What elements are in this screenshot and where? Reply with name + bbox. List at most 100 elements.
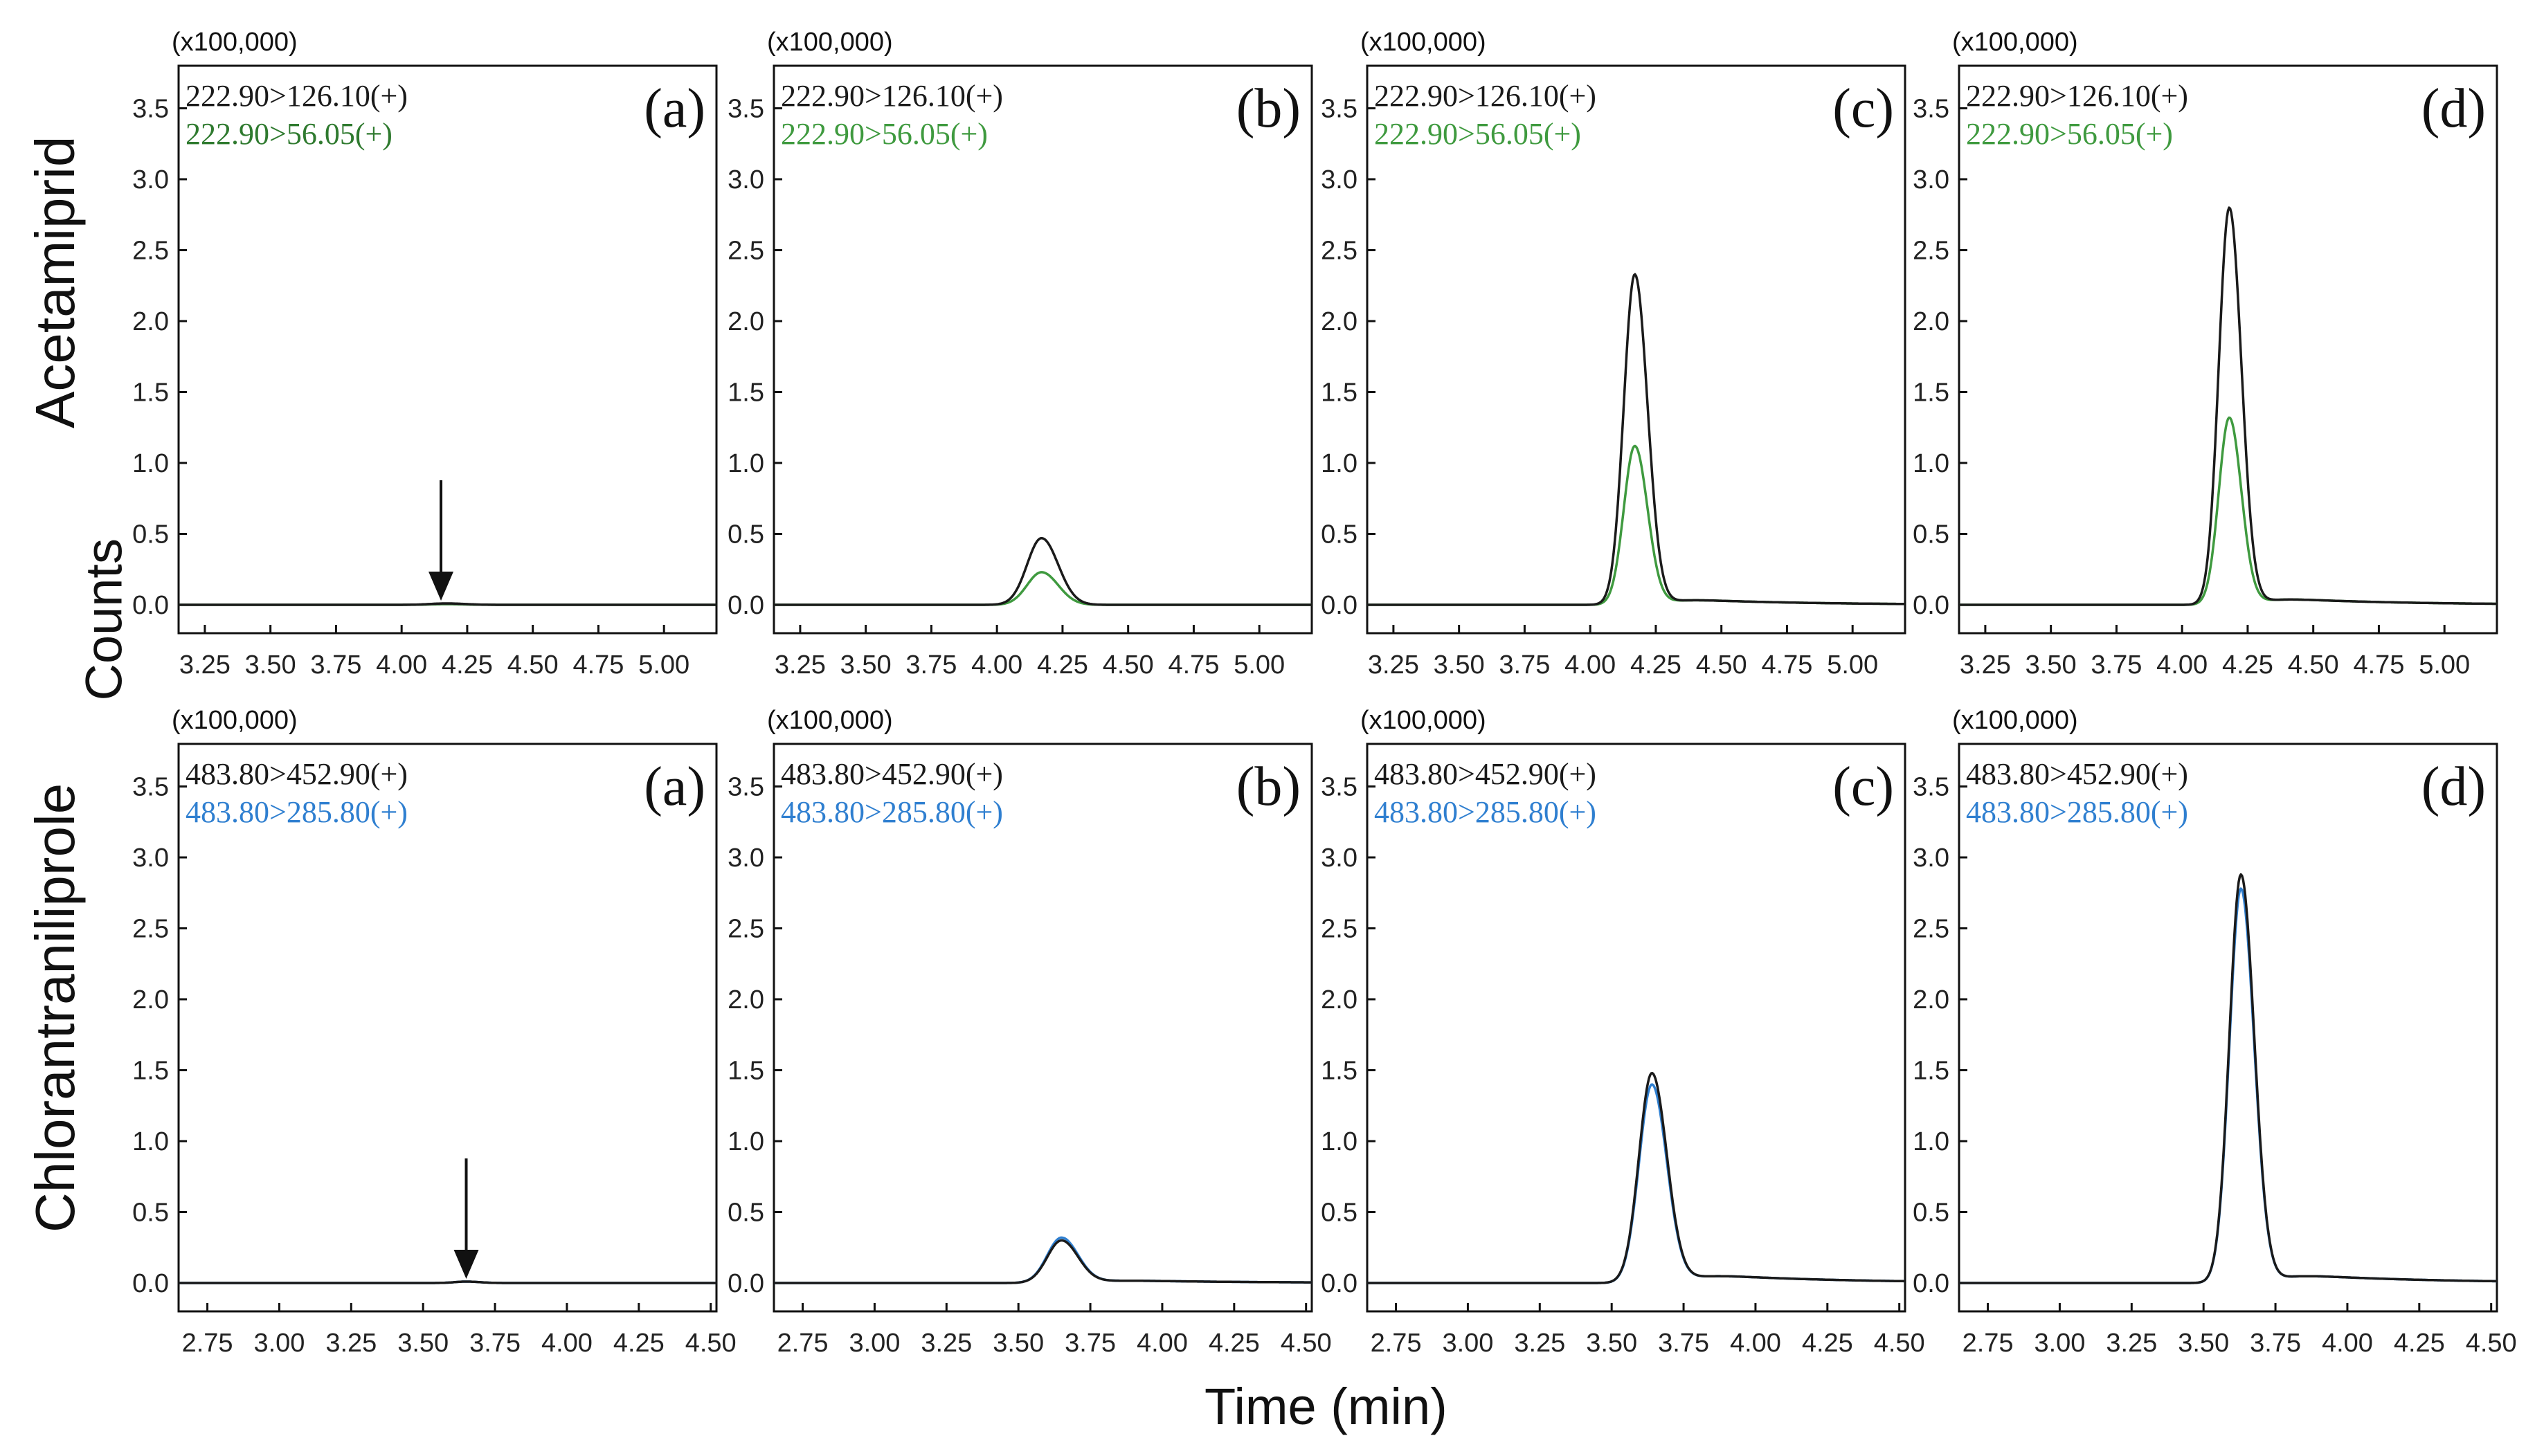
x-tick-label: 3.75 <box>2250 1329 2301 1358</box>
x-tick-label: 2.75 <box>182 1329 233 1358</box>
legend-entry-2: 483.80>285.80(+) <box>1966 795 2188 829</box>
panel-acetamiprid-a: (x100,000) 0.0 0.5 1.0 1.5 2.0 2.5 3.0 3.5 3.25 3.… <box>132 28 718 680</box>
y-tick-label: 3.0 <box>132 165 169 194</box>
y-tick-label: 2.0 <box>1321 985 1357 1014</box>
y-tick-label: 3.0 <box>1913 165 1949 194</box>
legend-entry-1: 222.90>126.10(+) <box>186 79 408 113</box>
panel-letter: (b) <box>1236 756 1301 817</box>
series-line-2 <box>773 1236 1312 1284</box>
legend-entry-1: 222.90>126.10(+) <box>1374 79 1596 113</box>
x-tick-label: 4.00 <box>2156 650 2208 680</box>
x-tick-label: 4.50 <box>507 650 559 680</box>
x-tick-label: 2.75 <box>777 1329 829 1358</box>
x-tick-label: 3.50 <box>2178 1329 2229 1358</box>
x-tick-label: 4.25 <box>1209 1329 1260 1358</box>
x-tick-label: 4.00 <box>1564 650 1616 680</box>
x-tick-label: 3.25 <box>325 1329 377 1358</box>
y-tick-label: 3.0 <box>132 844 169 873</box>
y-tick-label: 3.0 <box>1321 844 1357 873</box>
y-tick-label: 3.5 <box>1321 95 1357 124</box>
y-tick-label: 2.5 <box>1913 237 1949 266</box>
x-tick-label: 3.75 <box>905 650 957 680</box>
x-tick-label: 3.00 <box>253 1329 305 1358</box>
x-tick-label: 3.00 <box>849 1329 900 1358</box>
y-tick-label: 0.5 <box>1321 520 1357 549</box>
y-tick-label: 2.5 <box>728 237 764 266</box>
y-tick-label: 1.0 <box>728 1127 764 1156</box>
x-tick-label: 3.50 <box>245 650 296 680</box>
x-tick-label: 3.25 <box>1514 1329 1565 1358</box>
y-tick-label: 2.5 <box>132 237 169 266</box>
legend-entry-1: 483.80>452.90(+) <box>1966 757 2188 791</box>
legend-entry-2: 222.90>56.05(+) <box>1966 117 2173 151</box>
y-tick-label: 2.0 <box>728 307 764 336</box>
series-line-1 <box>1366 1071 1906 1284</box>
legend-entry-2: 483.80>285.80(+) <box>781 795 1003 829</box>
y-tick-label: 0.0 <box>1913 1269 1949 1298</box>
x-tick-label: 3.50 <box>2026 650 2077 680</box>
panel-letter: (b) <box>1236 78 1301 139</box>
y-tick-label: 2.5 <box>1321 237 1357 266</box>
y-tick-label: 1.0 <box>1321 1127 1357 1156</box>
x-tick-label: 4.25 <box>2394 1329 2445 1358</box>
x-tick-label: 3.25 <box>1368 650 1419 680</box>
panel-letter: (a) <box>644 756 705 817</box>
x-tick-label: 4.25 <box>1037 650 1088 680</box>
y-tick-label: 0.5 <box>728 520 764 549</box>
arrow-marker <box>428 480 454 601</box>
y-tick-label: 0.5 <box>1913 520 1949 549</box>
x-tick-label: 3.75 <box>310 650 361 680</box>
y-tick-label: 3.0 <box>1321 165 1357 194</box>
x-tick-label: 3.50 <box>1586 1329 1637 1358</box>
y-tick-label: 0.5 <box>132 1199 169 1228</box>
legend-entry-2: 222.90>56.05(+) <box>186 117 393 151</box>
y-tick-label: 2.0 <box>1913 307 1949 336</box>
row-label-acetamiprid: Acetamiprid <box>24 136 86 428</box>
y-tick-label: 0.5 <box>728 1199 764 1228</box>
y-tick-label: 0.0 <box>1913 591 1949 620</box>
arrow-head <box>453 1250 479 1279</box>
y-tick-label: 1.5 <box>132 379 169 408</box>
y-tick-label: 1.0 <box>132 449 169 478</box>
plot-frame <box>1958 743 2498 1313</box>
panel-acetamiprid-c: (x100,000) 0.0 0.5 1.0 1.5 2.0 2.5 3.0 3.5 3.25 3.… <box>1321 28 1906 680</box>
x-tick-label: 4.25 <box>1802 1329 1853 1358</box>
panel-chlorantraniliprole-b: (x100,000) 0.0 0.5 1.0 1.5 2.0 2.5 3.0 3.5 2.75 3.… <box>728 706 1332 1358</box>
y-tick-label: 0.0 <box>132 1269 169 1298</box>
panel-letter: (c) <box>1832 78 1894 139</box>
y-tick-label: 3.5 <box>1913 773 1949 802</box>
plot-frame <box>177 743 718 1313</box>
legend-entry-1: 483.80>452.90(+) <box>186 757 408 791</box>
y-tick-label: 0.0 <box>1321 1269 1357 1298</box>
x-tick-label: 4.50 <box>1103 650 1154 680</box>
y-tick-label: 0.5 <box>1321 1199 1357 1228</box>
x-tick-label: 3.50 <box>840 650 892 680</box>
series-line-2 <box>1366 444 1906 606</box>
panel-letter: (c) <box>1832 756 1894 817</box>
x-tick-label: 4.00 <box>541 1329 593 1358</box>
legend-entry-2: 483.80>285.80(+) <box>186 795 408 829</box>
plot-frame <box>1366 64 1906 635</box>
x-tick-label: 3.25 <box>2106 1329 2157 1358</box>
series-line-1 <box>178 1280 717 1284</box>
y-tick-label: 3.0 <box>728 165 764 194</box>
x-tick-label: 4.00 <box>1730 1329 1781 1358</box>
y-multiplier-label: (x100,000) <box>172 706 298 735</box>
y-multiplier-label: (x100,000) <box>1952 706 2078 735</box>
y-tick-label: 3.5 <box>1913 95 1949 124</box>
x-tick-label: 4.50 <box>1281 1329 1332 1358</box>
panel-letter: (d) <box>2421 756 2486 817</box>
x-tick-label: 4.25 <box>1630 650 1681 680</box>
x-tick-label: 4.00 <box>2322 1329 2373 1358</box>
x-tick-label: 5.00 <box>1827 650 1878 680</box>
plot-frame <box>1958 64 2498 635</box>
legend-entry-1: 222.90>126.10(+) <box>781 79 1003 113</box>
y-tick-label: 1.5 <box>1913 1057 1949 1086</box>
series-line-2 <box>773 571 1312 606</box>
x-tick-label: 3.75 <box>1499 650 1550 680</box>
x-tick-label: 4.50 <box>1874 1329 1925 1358</box>
y-tick-label: 2.5 <box>1321 915 1357 944</box>
y-tick-label: 3.5 <box>132 773 169 802</box>
x-tick-label: 4.75 <box>572 650 624 680</box>
